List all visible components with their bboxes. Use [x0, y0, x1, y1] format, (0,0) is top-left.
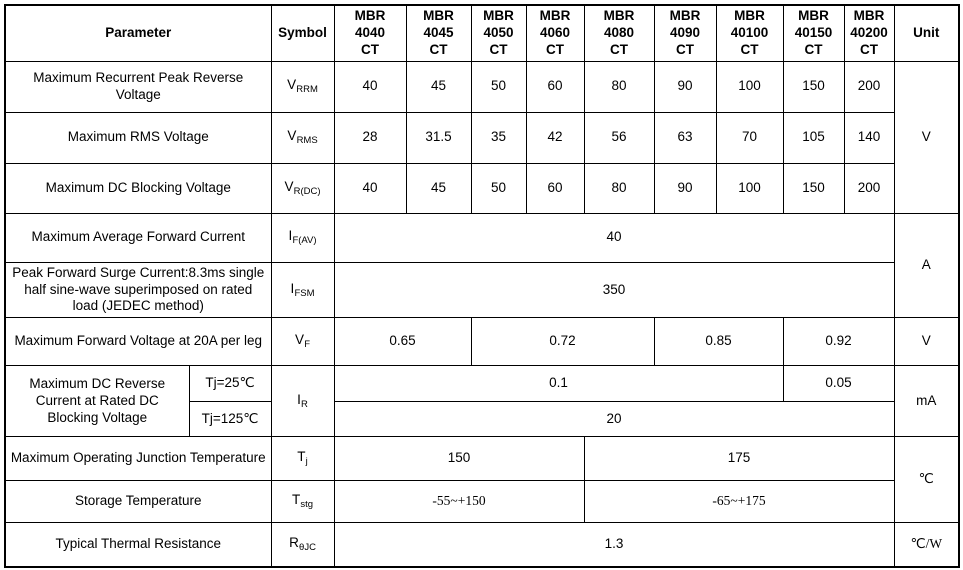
unit-cell-voltage: V [893, 317, 960, 367]
value-cell-merged: 350 [333, 261, 895, 319]
value-cell: 105 [782, 111, 845, 164]
header-parameter: Parameter [4, 4, 272, 62]
value-cell: 90 [653, 60, 717, 113]
row-vf: Maximum Forward Voltage at 20A per leg V… [4, 317, 960, 367]
row-tj: Maximum Operating Junction Temperature T… [4, 436, 960, 524]
ratings-table: Parameter Symbol MBR 4040 CT MBR 4045 CT MBR… [4, 4, 961, 568]
value-cell: 45 [405, 60, 472, 113]
column-header-mbr4050ct: MBR 4050 CT [470, 4, 527, 62]
column-header-mbr4080ct: MBR 4080 CT [583, 4, 655, 62]
symbol-vf: VF [270, 317, 335, 367]
symbol-ifsm: IFSM [270, 261, 335, 319]
value-cell: 63 [653, 111, 717, 164]
row-ir-tj125: Tj=125℃ 20 [5, 401, 959, 438]
value-cell: 56 [583, 111, 655, 164]
column-header-mbr4060ct: MBR 4060 CT [525, 4, 585, 62]
symbol-tstg: Tstg [270, 480, 335, 524]
value-cell: 45 [405, 162, 472, 214]
value-cell-merged: 1.3 [333, 522, 895, 568]
parameter-label: Maximum DC Reverse Current at Rated DC B… [4, 365, 190, 438]
symbol-vrms: VRMS [270, 111, 335, 164]
row-ifav: Maximum Average Forward Current IF(AV) 4… [4, 212, 960, 319]
header-unit: Unit [893, 4, 960, 62]
value-cell-group: 150 [333, 436, 585, 482]
condition-tj125: Tj=125℃ [188, 401, 272, 438]
value-cell: 35 [470, 111, 527, 164]
value-cell: 80 [583, 60, 655, 113]
value-cell: 50 [470, 60, 527, 113]
value-cell: 200 [843, 162, 895, 214]
value-cell: 140 [843, 111, 895, 164]
unit-cell-celsius: ℃ [893, 436, 960, 524]
value-cell-group: -55~+150 [333, 480, 585, 524]
row-ir-tj25: Maximum DC Reverse Current at Rated DC B… [4, 365, 960, 438]
column-header-mbr4045ct: MBR 4045 CT [405, 4, 472, 62]
value-cell-group: 0.1 [333, 365, 784, 403]
row-vrrm: Maximum Recurrent Peak Reverse Voltage V… [4, 60, 960, 214]
value-cell: 50 [470, 162, 527, 214]
value-cell: 100 [715, 60, 784, 113]
parameter-label: Typical Thermal Resistance [4, 522, 272, 568]
value-cell: 200 [843, 60, 895, 113]
symbol-vrrm: VRRM [270, 60, 335, 113]
symbol-ifav: IF(AV) [270, 212, 335, 263]
value-cell: 80 [583, 162, 655, 214]
value-cell-group: -65~+175 [583, 480, 895, 524]
column-header-mbr4090ct: MBR 4090 CT [653, 4, 717, 62]
parameter-label: Maximum Operating Junction Temperature [4, 436, 272, 482]
header-row: Parameter Symbol MBR 4040 CT MBR 4045 CT MBR… [4, 4, 960, 62]
value-cell: 31.5 [405, 111, 472, 164]
parameter-label: Maximum RMS Voltage [4, 111, 272, 164]
row-vrdc: Maximum DC Blocking Voltage VR(DC) 40 45… [4, 162, 959, 214]
value-cell: 150 [782, 60, 845, 113]
value-cell: 42 [525, 111, 585, 164]
value-cell-merged: 40 [333, 212, 895, 263]
value-cell-group: 0.65 [333, 317, 472, 367]
value-cell-merged: 20 [333, 401, 895, 438]
parameter-label: Storage Temperature [4, 480, 272, 524]
header-symbol: Symbol [270, 4, 335, 62]
value-cell-group: 0.85 [653, 317, 784, 367]
column-header-mbr40150ct: MBR 40150 CT [782, 4, 845, 62]
value-cell: 70 [715, 111, 784, 164]
parameter-label: Maximum Average Forward Current [4, 212, 272, 263]
row-rthjc: Typical Thermal Resistance RθJC 1.3 ℃/W [4, 522, 960, 568]
condition-tj25: Tj=25℃ [188, 365, 272, 403]
unit-cell-milliampere: mA [893, 365, 960, 438]
column-header-mbr40200ct: MBR 40200 CT [843, 4, 895, 62]
unit-cell-ampere: A [893, 212, 960, 319]
symbol-ir: IR [270, 365, 335, 438]
symbol-rthjc: RθJC [270, 522, 335, 568]
value-cell-group: 0.72 [470, 317, 655, 367]
parameter-label: Peak Forward Surge Current:8.3ms single … [4, 261, 272, 319]
value-cell: 60 [525, 60, 585, 113]
value-cell-group: 0.05 [782, 365, 895, 403]
unit-cell-voltage: V [893, 60, 960, 214]
symbol-vrdc: VR(DC) [270, 162, 335, 214]
parameter-label: Maximum Forward Voltage at 20A per leg [4, 317, 272, 367]
column-header-mbr4040ct: MBR 4040 CT [333, 4, 407, 62]
unit-cell-celsius-per-watt: ℃/W [893, 522, 960, 568]
value-cell-group: 175 [583, 436, 895, 482]
column-header-mbr40100ct: MBR 40100 CT [715, 4, 784, 62]
value-cell-group: 0.92 [782, 317, 895, 367]
row-tstg: Storage Temperature Tstg -55~+150 -65~+1… [4, 480, 959, 524]
value-cell: 60 [525, 162, 585, 214]
value-cell: 100 [715, 162, 784, 214]
row-ifsm: Peak Forward Surge Current:8.3ms single … [4, 261, 959, 319]
value-cell: 40 [333, 162, 407, 214]
parameter-label: Maximum Recurrent Peak Reverse Voltage [4, 60, 272, 113]
value-cell: 150 [782, 162, 845, 214]
value-cell: 28 [333, 111, 407, 164]
symbol-tj: Tj [270, 436, 335, 482]
parameter-label: Maximum DC Blocking Voltage [4, 162, 272, 214]
row-vrms: Maximum RMS Voltage VRMS 28 31.5 35 42 5… [4, 111, 959, 164]
value-cell: 40 [333, 60, 407, 113]
value-cell: 90 [653, 162, 717, 214]
